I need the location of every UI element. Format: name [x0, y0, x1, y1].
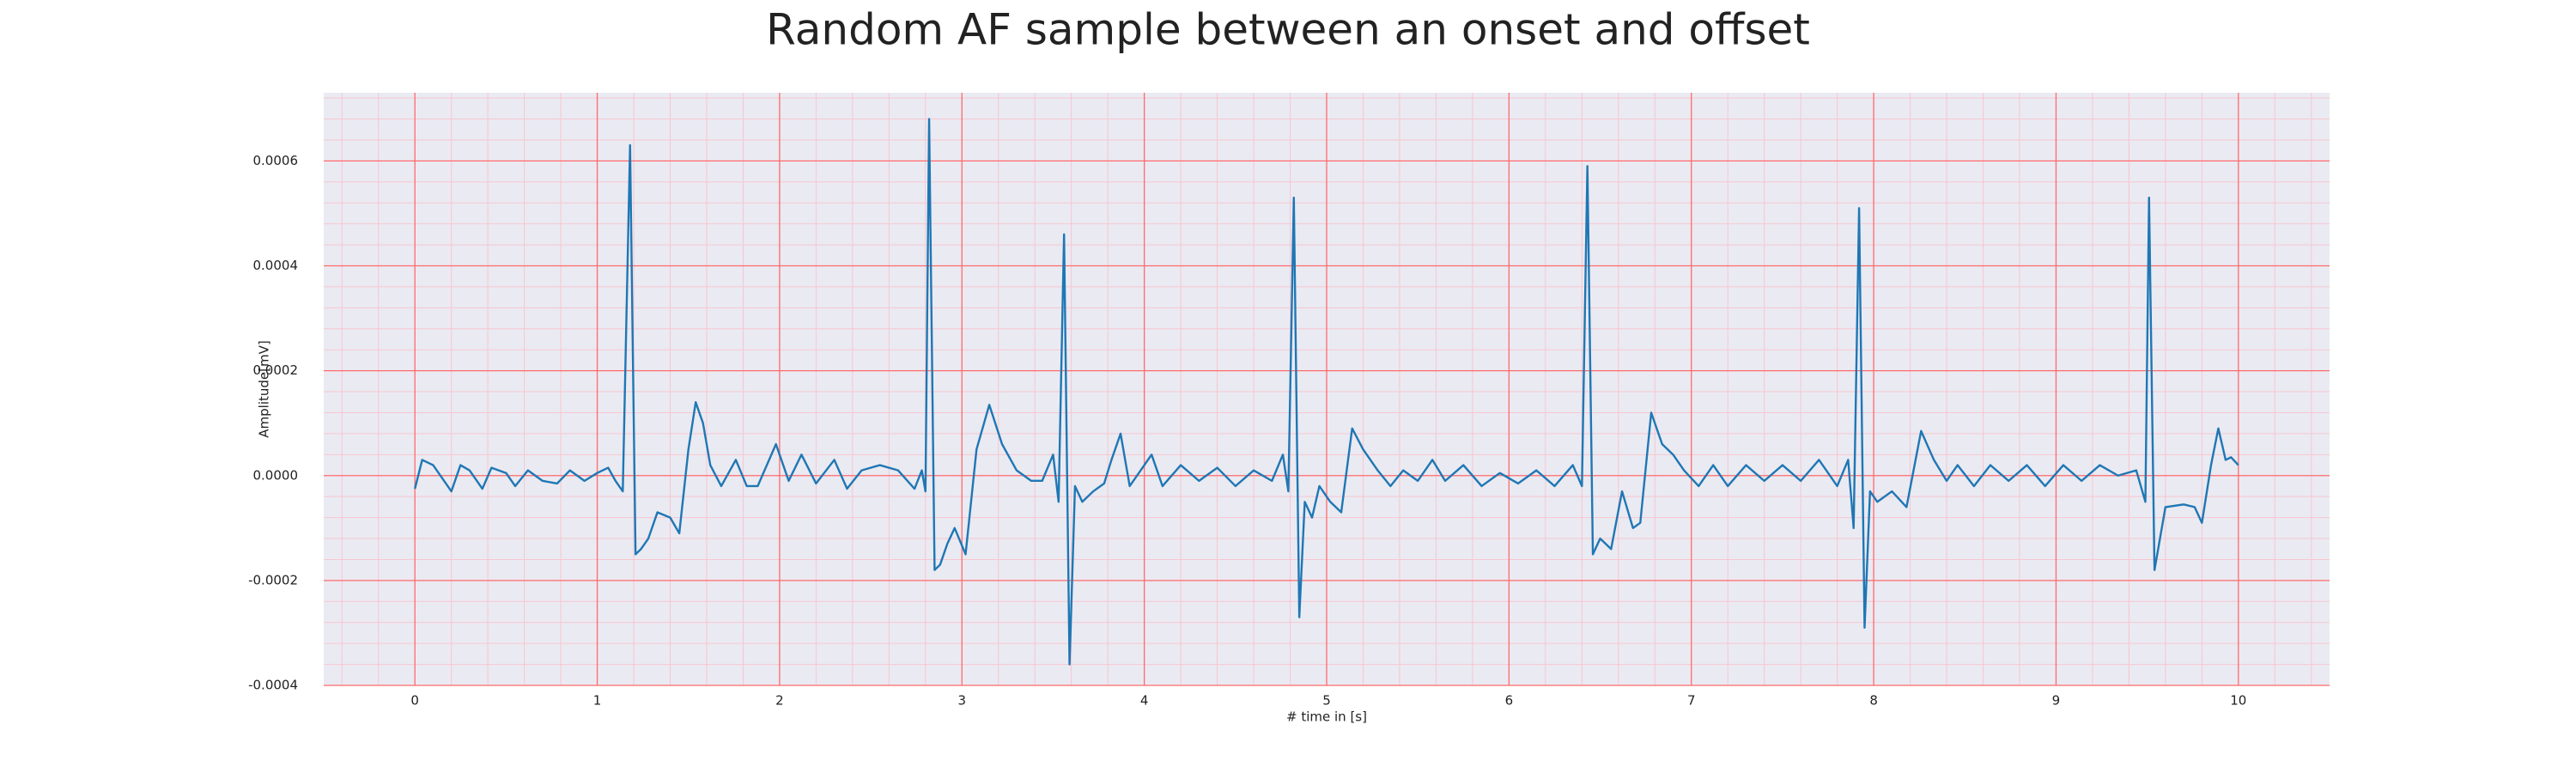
x-tick-label: 9	[2052, 693, 2061, 709]
y-axis-label: Amplitude[mV]	[257, 340, 272, 437]
x-tick-label: 0	[410, 693, 419, 709]
signal-line	[414, 118, 2239, 666]
y-tick-label: 0.0002	[253, 362, 299, 378]
chart-title: Random AF sample between an onset and of…	[766, 5, 1810, 55]
y-tick-label: 0.0004	[253, 258, 299, 273]
x-tick-label: 4	[1140, 693, 1149, 709]
x-tick-label: 1	[593, 693, 602, 709]
y-tick-label: -0.0004	[248, 678, 298, 693]
x-tick-label: 7	[1687, 693, 1696, 709]
x-tick-label: 8	[1869, 693, 1878, 709]
x-tick-label: 6	[1505, 693, 1514, 709]
x-tick-label: 3	[957, 693, 966, 709]
y-tick-label: 0.0000	[253, 467, 299, 483]
y-tick-label: -0.0002	[248, 572, 298, 587]
x-tick-label: 5	[1322, 693, 1331, 709]
x-tick-label: 10	[2230, 693, 2246, 709]
x-axis-label: # time in [s]	[1286, 709, 1367, 725]
y-tick-label: 0.0006	[253, 153, 299, 168]
x-tick-label: 2	[775, 693, 784, 709]
